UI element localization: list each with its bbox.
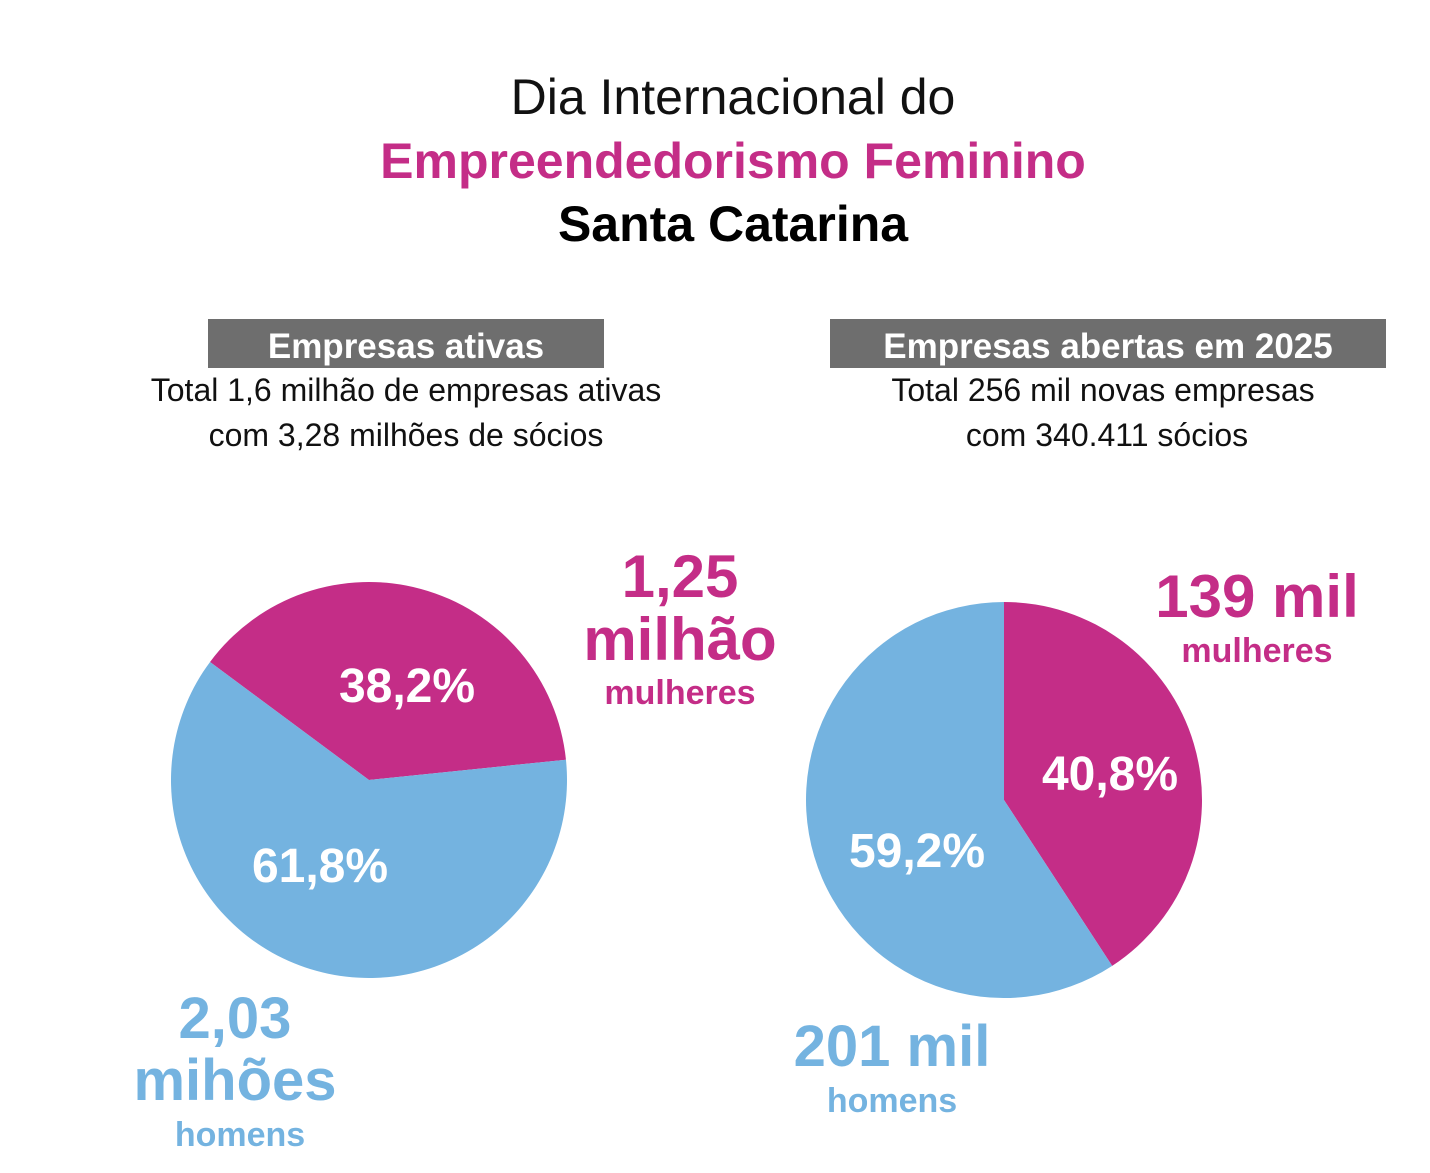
right-women-count: 139 mil — [1155, 563, 1358, 630]
pie-slice-homens — [170, 661, 567, 978]
left-men-count-1: 2,03 — [179, 986, 292, 1051]
pie-slice-mulheres — [210, 581, 566, 780]
right-men-count: 201 mil — [794, 1014, 991, 1079]
right-men-label: homens — [827, 1082, 957, 1120]
right-subtitle-1: Total 256 mil novas empresas — [891, 372, 1314, 408]
right-header-title: Empresas abertas em 2025 — [883, 327, 1332, 366]
title-line-2: Empreendedorismo Feminino — [380, 133, 1086, 189]
left-subtitle-2: com 3,28 milhões de sócios — [209, 417, 604, 453]
left-men-label: homens — [175, 1116, 305, 1154]
left-men-count-2: mihões — [133, 1048, 336, 1113]
left-women-count-1: 1,25 — [622, 543, 739, 610]
left-subtitle-1: Total 1,6 milhão de empresas ativas — [151, 372, 661, 408]
left-women-count-2: milhão — [583, 606, 776, 673]
pie-slice-mulheres — [1004, 602, 1202, 966]
right-header-box — [830, 319, 1386, 368]
right-women-pct: 40,8% — [1042, 748, 1178, 801]
title-line-3: Santa Catarina — [558, 196, 909, 252]
left-women-pct: 38,2% — [339, 660, 475, 713]
left-header-title: Empresas ativas — [268, 327, 544, 366]
title-line-1: Dia Internacional do — [511, 69, 956, 125]
right-men-pct: 59,2% — [849, 825, 985, 878]
pie-chart-active-companies — [170, 581, 567, 978]
pie-slice-homens — [806, 602, 1113, 998]
left-men-pct: 61,8% — [252, 840, 388, 893]
left-women-label: mulheres — [604, 674, 755, 712]
pie-chart-new-companies — [806, 602, 1202, 998]
left-header-box — [208, 319, 604, 368]
right-women-label: mulheres — [1181, 632, 1332, 670]
right-subtitle-2: com 340.411 sócios — [966, 417, 1248, 453]
